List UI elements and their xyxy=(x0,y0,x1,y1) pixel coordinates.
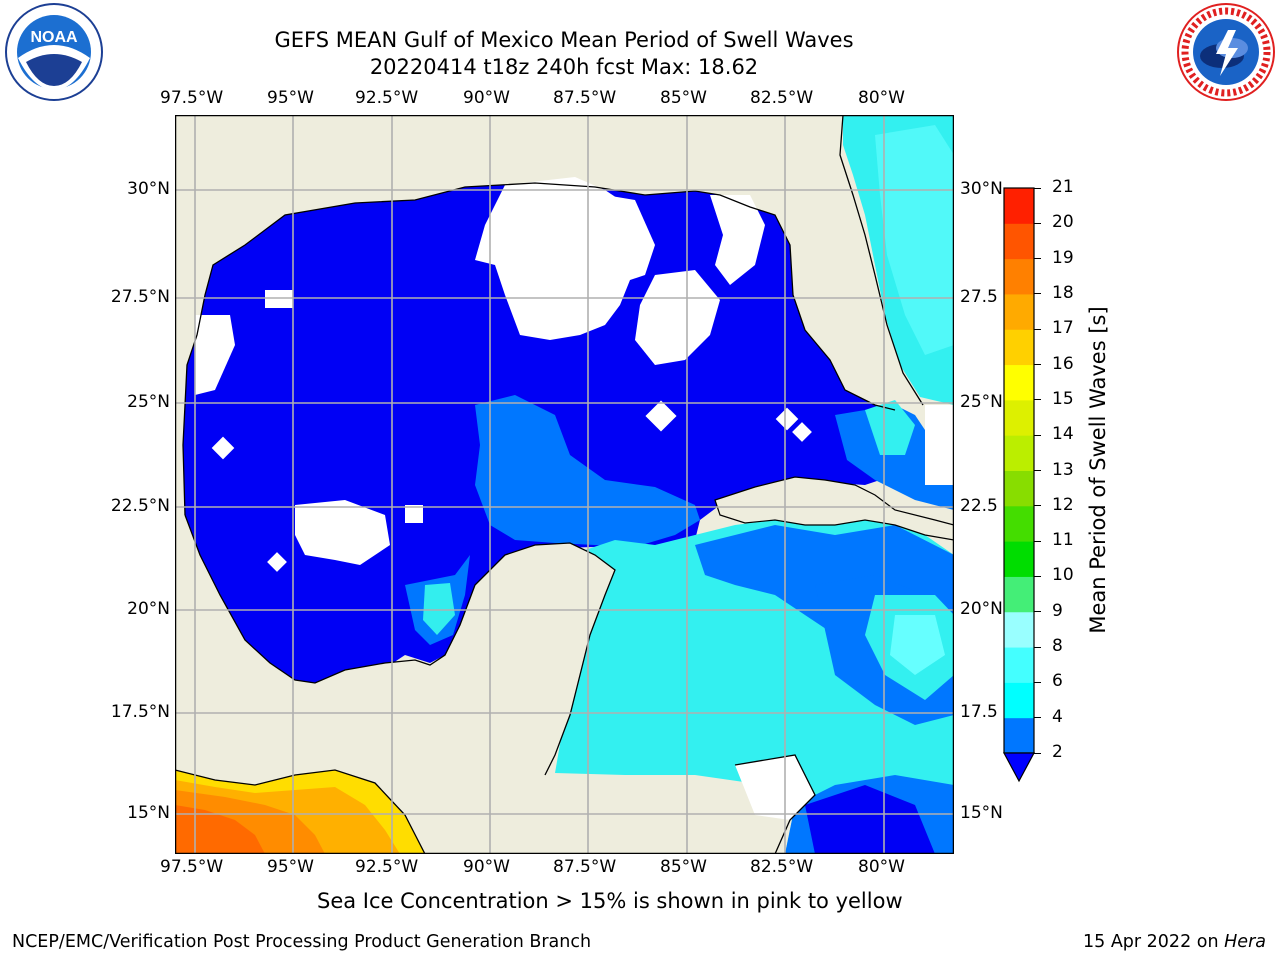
lat-label-right: 22.5 xyxy=(960,496,998,516)
map-grid xyxy=(175,115,954,854)
colorbar-tick-label: 14 xyxy=(1052,424,1074,445)
lon-label-bottom: 87.5°W xyxy=(553,857,617,877)
map-title-line1: GEFS MEAN Gulf of Mexico Mean Period of … xyxy=(274,28,854,52)
lat-label-right: 17.5 xyxy=(960,702,998,722)
lat-label-left: 17.5°N xyxy=(110,702,170,722)
colorbar-tick-mark xyxy=(1034,646,1041,648)
colorbar-tick-label: 21 xyxy=(1052,177,1074,197)
cuba-land xyxy=(714,476,954,541)
colorbar-tick-label: 13 xyxy=(1052,459,1074,480)
lat-label-left: 20°N xyxy=(127,599,170,619)
lon-label-top: 97.5°W xyxy=(160,88,224,108)
lon-label-bottom: 95°W xyxy=(267,857,314,877)
lat-label-left: 22.5°N xyxy=(110,496,170,516)
colorbar-segment xyxy=(1004,647,1034,683)
lon-label-bottom: 82.5°W xyxy=(750,857,814,877)
colorbar-label: Mean Period of Swell Waves [s] xyxy=(1086,306,1110,634)
colorbar-segment xyxy=(1004,399,1034,436)
map-title-line2: 20220414 t18z 240h fcst Max: 18.62 xyxy=(369,55,759,79)
colorbar-segment xyxy=(1004,717,1034,754)
colorbar-segment xyxy=(1004,682,1034,719)
colorbar-tick-mark xyxy=(1034,540,1041,542)
lon-label-top: 82.5°W xyxy=(750,88,814,108)
lon-label-top: 87.5°W xyxy=(553,88,617,108)
lon-label-bottom: 85°W xyxy=(660,857,707,877)
colorbar-segment xyxy=(1004,293,1034,330)
colorbar-tick-label: 4 xyxy=(1052,706,1063,727)
lon-label-top: 95°W xyxy=(267,88,314,108)
lon-label-top: 92.5°W xyxy=(355,88,419,108)
colorbar-extend-arrow xyxy=(1002,752,1036,783)
colorbar-tick-mark xyxy=(1034,505,1041,507)
footer-date-text: 15 Apr 2022 on xyxy=(1083,932,1225,952)
lat-label-right: 25°N xyxy=(960,392,1003,412)
colorbar-tick-label: 9 xyxy=(1052,600,1063,621)
colorbar-tick-label: 11 xyxy=(1052,530,1074,551)
colorbar-segment xyxy=(1004,505,1034,542)
colorbar-segment xyxy=(1004,258,1034,295)
colorbar-segment xyxy=(1004,188,1034,224)
footer-credit: NCEP/EMC/Verification Post Processing Pr… xyxy=(12,932,592,952)
lon-label-bottom: 92.5°W xyxy=(355,857,419,877)
lat-label-right: 27.5 xyxy=(960,287,998,307)
lat-label-left: 30°N xyxy=(127,179,170,199)
colorbar-tick-mark xyxy=(1034,364,1041,366)
noaa-logo-text: NOAA xyxy=(30,29,78,46)
colorbar-tick-label: 18 xyxy=(1052,282,1074,303)
lon-label-bottom: 80°W xyxy=(858,857,905,877)
colorbar-segment xyxy=(1004,470,1034,507)
colorbar-tick-label: 8 xyxy=(1052,636,1063,657)
colorbar-tick-mark xyxy=(1034,293,1041,295)
noaa-logo: NOAA xyxy=(5,3,103,101)
colorbar-tick-label: 20 xyxy=(1052,212,1074,233)
colorbar-tick-mark xyxy=(1034,258,1041,260)
lon-label-top: 80°W xyxy=(858,88,905,108)
colorbar-segment xyxy=(1004,364,1034,401)
colorbar-tick-label: 12 xyxy=(1052,494,1074,515)
colorbar-tick-mark xyxy=(1034,717,1041,719)
lat-label-right: 20°N xyxy=(960,599,1003,619)
colorbar-tick-label: 15 xyxy=(1052,388,1074,409)
colorbar-tick-mark xyxy=(1034,434,1041,436)
colorbar xyxy=(1002,187,1036,783)
map-frame xyxy=(175,115,954,854)
colorbar-segment xyxy=(1004,611,1034,648)
colorbar-segment xyxy=(1004,541,1034,577)
footer-date: 15 Apr 2022 on Hera xyxy=(1083,932,1266,952)
colorbar-segment xyxy=(1004,435,1034,471)
colorbar-tick-label: 16 xyxy=(1052,353,1074,374)
colorbar-tick-label: 19 xyxy=(1052,247,1074,268)
yucatan-land xyxy=(375,543,615,780)
colorbar-tick-mark xyxy=(1034,222,1041,224)
colorbar-tick-mark xyxy=(1034,470,1041,471)
colorbar-tick-mark xyxy=(1034,575,1041,577)
lat-label-left: 15°N xyxy=(127,803,170,823)
colorbar-segment xyxy=(1004,223,1034,260)
colorbar-tick-mark xyxy=(1034,399,1041,401)
lat-label-right: 15°N xyxy=(960,803,1003,823)
lat-label-left: 25°N xyxy=(127,392,170,412)
lat-label-left: 27.5°N xyxy=(110,287,170,307)
lon-label-bottom: 97.5°W xyxy=(160,857,224,877)
colorbar-tick-label: 6 xyxy=(1052,671,1063,692)
lon-label-top: 85°W xyxy=(660,88,707,108)
lon-label-bottom: 90°W xyxy=(463,857,510,877)
nws-logo xyxy=(1177,3,1275,101)
colorbar-segment xyxy=(1004,329,1034,366)
colorbar-segment xyxy=(1004,576,1034,613)
colorbar-tick-mark xyxy=(1034,611,1041,613)
colorbar-tick-label: 2 xyxy=(1052,742,1063,762)
colorbar-tick-mark xyxy=(1034,752,1041,754)
colorbar-tick-label: 10 xyxy=(1052,565,1074,586)
lon-label-top: 90°W xyxy=(463,88,510,108)
colorbar-tick-mark xyxy=(1034,328,1041,330)
footer-host: Hera xyxy=(1224,932,1266,952)
gulf-map xyxy=(175,115,954,854)
colorbar-tick-label: 17 xyxy=(1052,318,1074,339)
colorbar-tick-mark xyxy=(1034,681,1041,683)
sea-ice-note: Sea Ice Concentration > 15% is shown in … xyxy=(317,889,903,913)
lat-label-right: 30°N xyxy=(960,179,1003,199)
colorbar-tick-mark xyxy=(1034,187,1041,189)
